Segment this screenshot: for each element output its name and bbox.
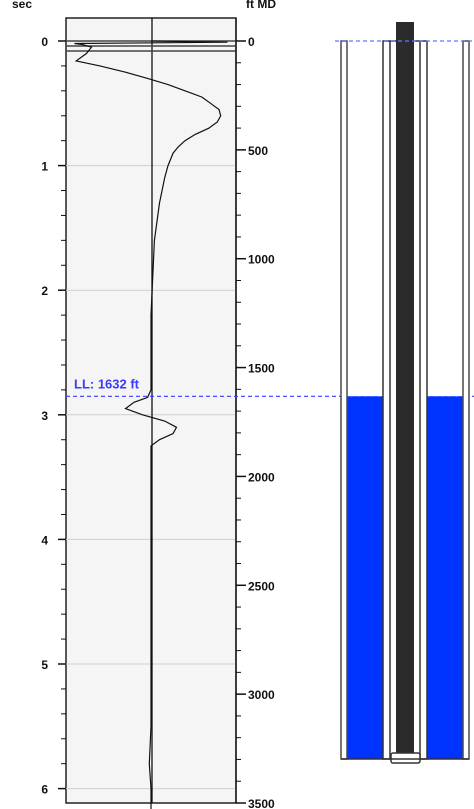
right-tick-label-2000: 2000	[248, 470, 275, 484]
rod-string	[396, 22, 414, 757]
pump-bottom-cap	[390, 752, 421, 764]
right-tick-label-2500: 2500	[248, 579, 275, 593]
left-tick-label-3: 3	[41, 409, 48, 423]
liquid-level-label: LL: 1632 ft	[74, 376, 140, 391]
annulus-gas-left	[347, 41, 383, 397]
left-tick-label-0: 0	[41, 35, 48, 49]
left-tick-label-5: 5	[41, 658, 48, 672]
right-axis	[236, 40, 246, 804]
right-tick-label-3000: 3000	[248, 688, 275, 702]
left-tick-label-1: 1	[41, 160, 48, 174]
right-axis-unit-label: ft MD	[246, 0, 276, 11]
right-tick-label-500: 500	[248, 144, 268, 158]
acoustic-trace-line	[74, 40, 228, 809]
left-axis	[58, 40, 66, 790]
casing-left-wall	[340, 40, 348, 760]
annulus-gas-right	[427, 41, 463, 397]
left-tick-label-2: 2	[41, 284, 48, 298]
right-axis-tick-labels: 0 500 1000 1500 2000 2500 3000 3500	[248, 35, 275, 809]
right-tick-label-0: 0	[248, 35, 255, 49]
annulus-liquid-left	[347, 396, 383, 759]
left-axis-tick-labels: 0 1 2 3 4 5 6	[41, 35, 48, 797]
right-tick-label-3500: 3500	[248, 797, 275, 809]
left-tick-label-6: 6	[41, 783, 48, 797]
right-tick-label-1000: 1000	[248, 253, 275, 267]
left-axis-unit-label: sec	[12, 0, 32, 11]
casing-right-wall	[462, 40, 470, 760]
wellbore-diagram	[335, 22, 474, 764]
right-tick-label-1500: 1500	[248, 362, 275, 376]
left-tick-label-4: 4	[41, 533, 48, 547]
annulus-liquid-right	[427, 396, 463, 759]
